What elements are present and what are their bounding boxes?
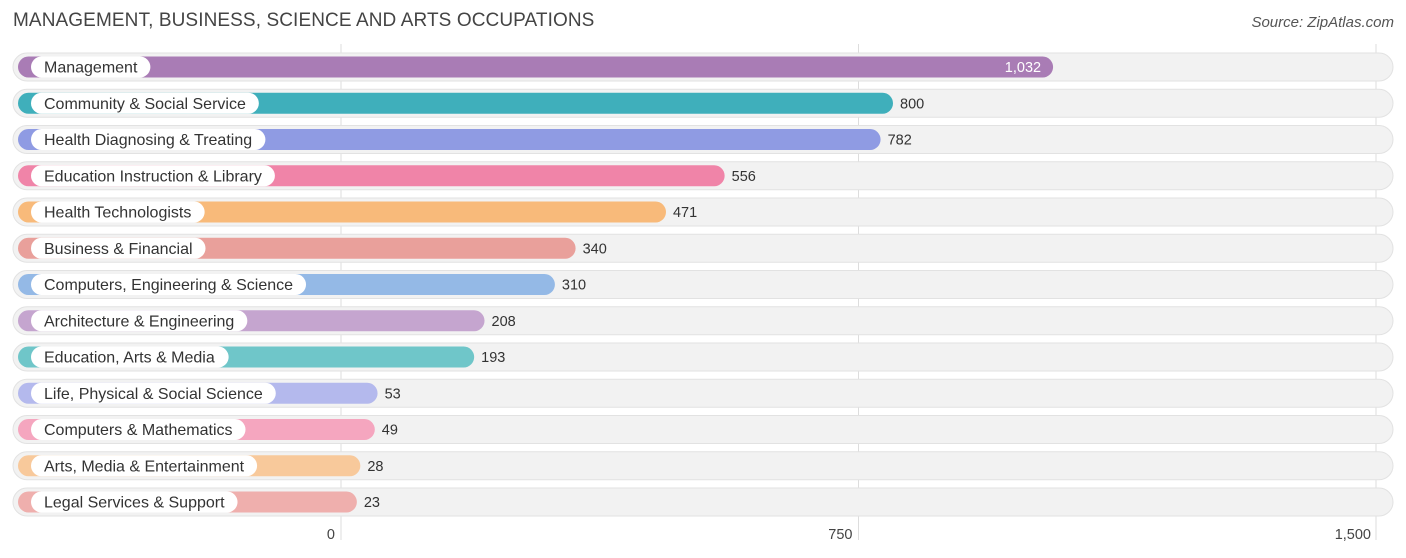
bar-label-pill (31, 419, 246, 440)
bar-track (12, 487, 1394, 517)
bar-row: Legal Services & Support 23 (12, 487, 1394, 517)
bar-row: Community & Social Service 800 (12, 88, 1394, 118)
bar-label: Management (44, 60, 138, 77)
bar-label: Health Technologists (44, 205, 191, 222)
x-tick-label: 750 (828, 527, 852, 543)
bar-label-pill (31, 455, 258, 477)
bar-label: Community & Social Service (44, 96, 246, 113)
bar-row: Education Instruction & Library 556 (12, 161, 1394, 191)
chart-title: MANAGEMENT, BUSINESS, SCIENCE AND ARTS O… (13, 10, 595, 31)
bar-label-pill (31, 92, 259, 114)
bar-label-pill (31, 56, 151, 78)
bar-row: Health Diagnosing & Treating 782 (12, 125, 1394, 154)
value-label: 556 (732, 169, 756, 185)
bar-label: Architecture & Engineering (44, 313, 234, 330)
bar-track (12, 451, 1394, 481)
value-label: 310 (562, 278, 586, 294)
value-label: 208 (492, 314, 516, 330)
bar-row: Life, Physical & Social Science 53 (12, 378, 1394, 408)
value-label: 782 (888, 133, 912, 149)
value-label: 193 (481, 350, 505, 366)
bar-row: Management 1,032 (12, 52, 1394, 82)
value-label: 23 (364, 495, 380, 511)
bar-label: Legal Services & Support (44, 495, 225, 512)
bar-label-pill (31, 491, 238, 513)
bar-label: Life, Physical & Social Science (44, 386, 263, 403)
value-label: 471 (673, 205, 697, 221)
bar-label-pill (31, 382, 276, 404)
bar-row: Architecture & Engineering 208 (12, 306, 1394, 336)
bar-row: Business & Financial 340 (12, 233, 1394, 263)
value-label: 28 (367, 459, 383, 475)
bar-label-pill (31, 165, 275, 187)
bar-label-pill (31, 129, 266, 150)
bar-label: Education, Arts & Media (44, 350, 215, 367)
value-label: 800 (900, 96, 924, 112)
value-label: 49 (382, 423, 398, 439)
bar-row: Computers & Mathematics 49 (12, 415, 1394, 444)
bar-label: Computers, Engineering & Science (44, 277, 293, 294)
bar-label-pill (31, 201, 205, 223)
bar-label-pill (31, 346, 229, 368)
bar-row: Arts, Media & Entertainment 28 (12, 451, 1394, 481)
bar-label: Business & Financial (44, 241, 193, 258)
bar-label-pill (31, 310, 248, 332)
bar-label-pill (31, 274, 307, 295)
bar-label: Arts, Media & Entertainment (44, 458, 245, 475)
bar-row: Computers, Engineering & Science 310 (12, 270, 1394, 299)
bar-label-pill (31, 237, 206, 259)
x-tick-label: 1,500 (1335, 527, 1371, 543)
bar-row: Education, Arts & Media 193 (12, 342, 1394, 372)
bar-label: Education Instruction & Library (44, 168, 262, 185)
source-label: Source: ZipAtlas.com (1251, 14, 1394, 31)
bar-row: Health Technologists 471 (12, 197, 1394, 227)
value-label: 340 (583, 241, 607, 257)
bar-label: Health Diagnosing & Treating (44, 132, 252, 149)
value-label: 1,032 (1005, 60, 1041, 76)
x-tick-label: 0 (327, 527, 335, 543)
value-label: 53 (385, 386, 401, 402)
bar (18, 56, 1054, 78)
bar-label: Computers & Mathematics (44, 422, 233, 439)
